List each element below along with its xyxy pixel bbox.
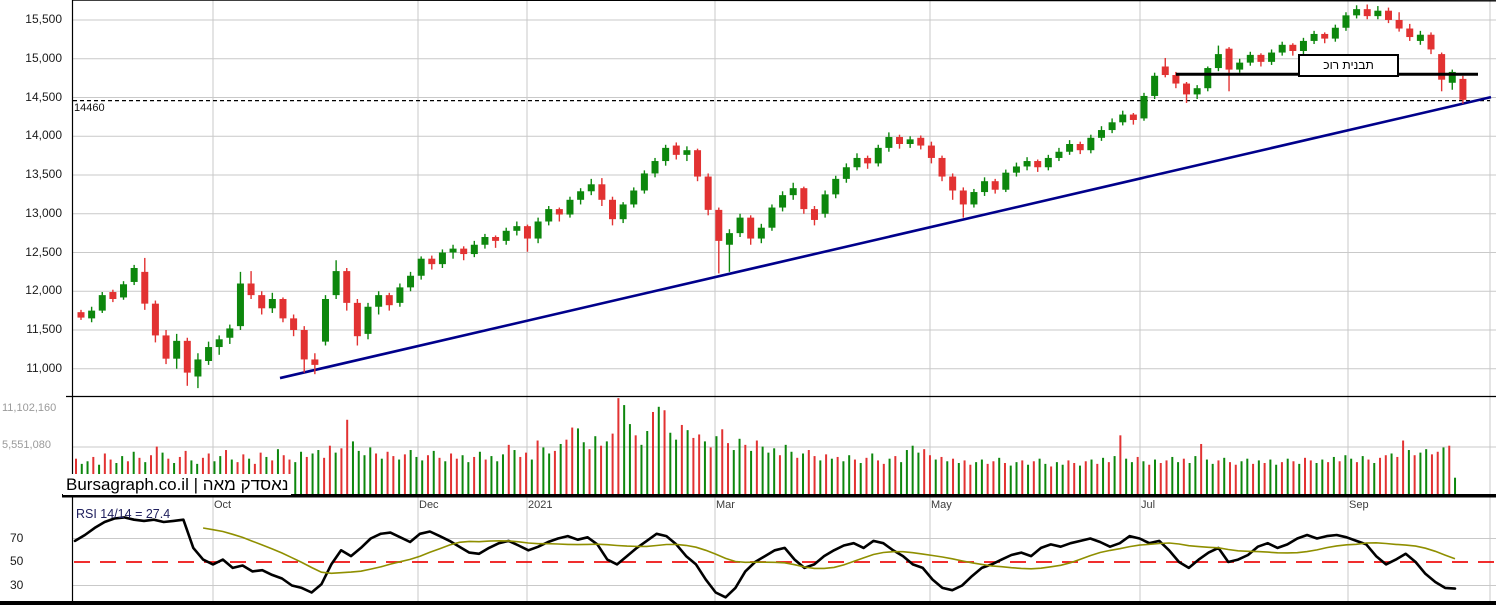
month-label: 2021 <box>528 499 553 511</box>
price-tick-label: 11,000 <box>26 360 62 375</box>
price-tick-label: 12,500 <box>25 244 62 259</box>
price-tick-label: 15,500 <box>25 12 62 26</box>
rsi-ma-line <box>202 527 1456 575</box>
month-label: Mar <box>716 499 735 511</box>
month-label: Sep <box>1349 499 1369 511</box>
month-label: Oct <box>214 499 232 511</box>
month-label: May <box>931 499 952 511</box>
price-tick-label: 13,000 <box>25 205 62 220</box>
rsi-tick-label: 30 <box>10 577 24 592</box>
price-tick-label: 15,000 <box>25 50 62 65</box>
volume-tick-label: 5,551,080 <box>2 439 51 451</box>
volume-tick-label: 11,102,160 <box>2 402 57 414</box>
price-tick-label: 13,500 <box>25 167 62 181</box>
price-tick-label: 14,000 <box>25 128 62 143</box>
price-tick-label: 14,500 <box>25 89 62 104</box>
price-tick-label: 12,000 <box>25 283 62 298</box>
month-label: Dec <box>419 499 439 511</box>
trendline <box>279 95 1492 380</box>
month-label: Jul <box>1141 499 1156 511</box>
rsi-line <box>73 516 1457 599</box>
pattern-annotation-box: תבנית רוכ <box>1298 54 1399 77</box>
watermark-brand-and-symbol: Bursagraph.co.il | נאסדק מאה <box>63 474 292 495</box>
rsi-indicator-label: RSI 14/14 = 27.4 <box>76 507 171 521</box>
rsi-tick-label: 50 <box>10 554 24 568</box>
rsi-tick-label: 70 <box>10 530 24 545</box>
candles <box>77 4 1467 389</box>
price-tick-label: 11,500 <box>26 322 62 336</box>
support-price-label: 14460 <box>74 102 105 114</box>
